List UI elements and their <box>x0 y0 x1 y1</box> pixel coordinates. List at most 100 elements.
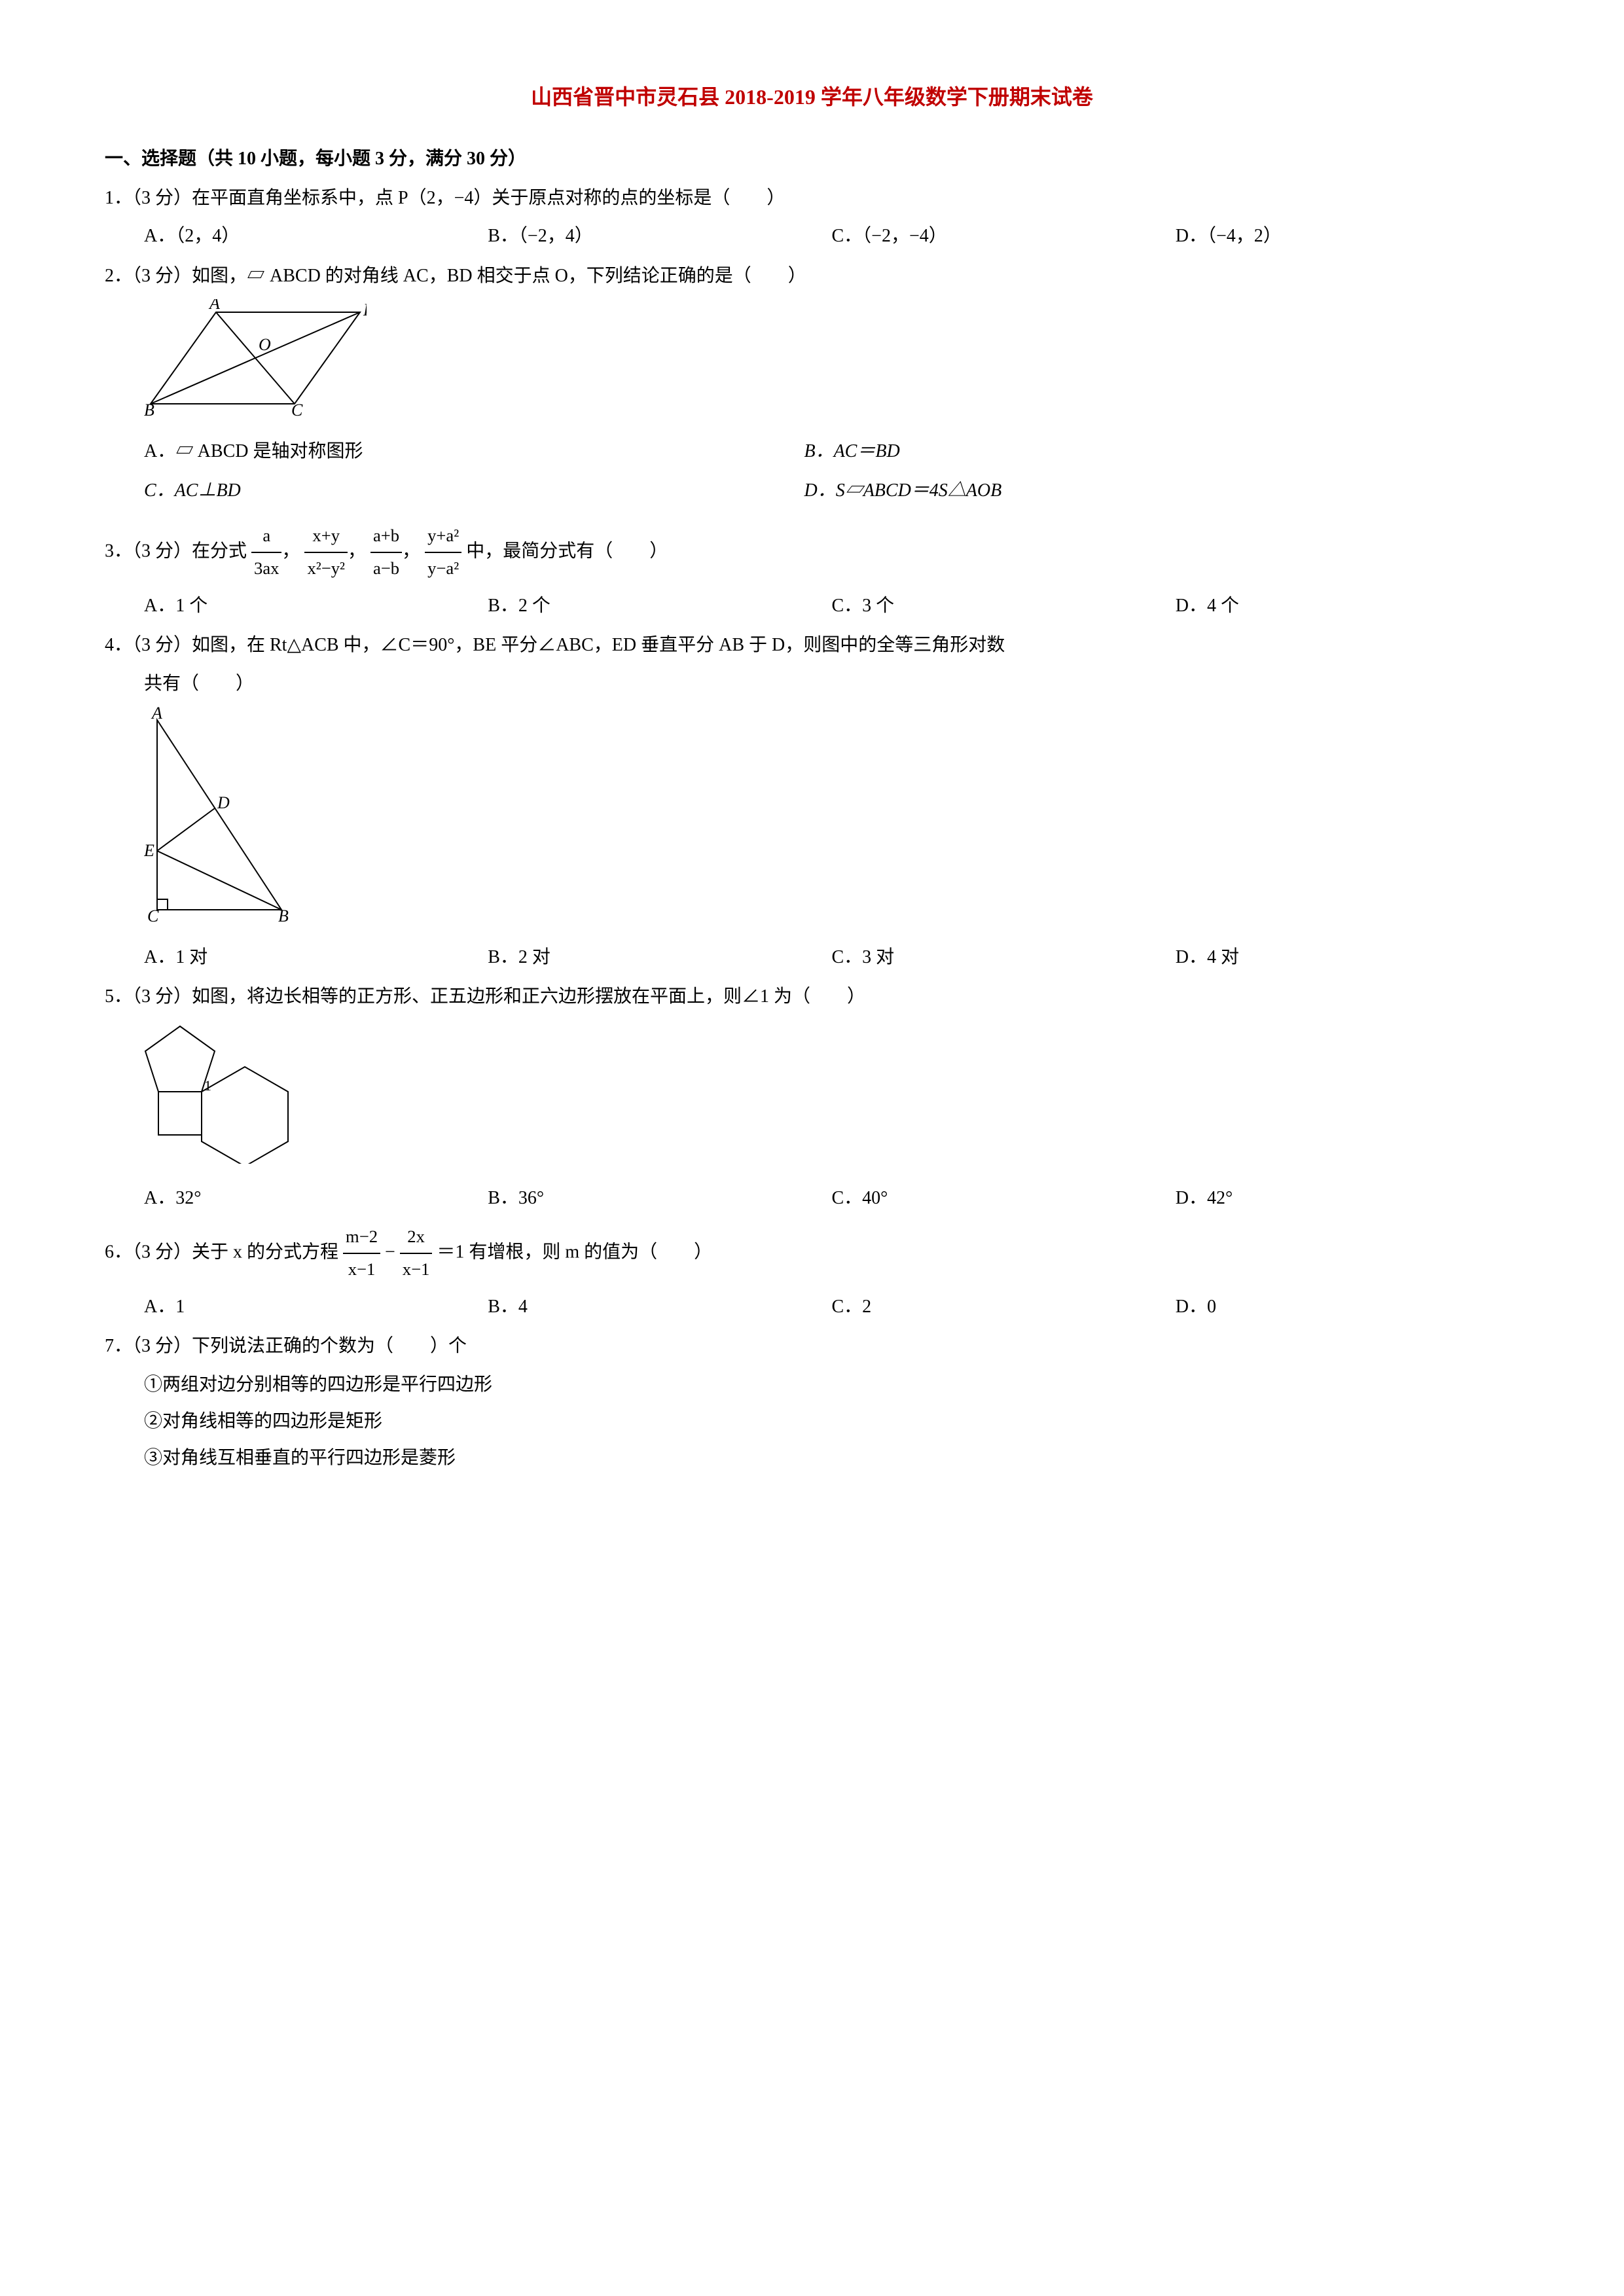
label-e: E <box>144 841 154 860</box>
q3-f4-num: y+a² <box>425 520 461 553</box>
q1-options: A．（2，4） B．（−2，4） C．（−2，−4） D．（−4，2） <box>105 220 1519 253</box>
q7-stmt3: ③对角线互相垂直的平行四边形是菱形 <box>105 1442 1519 1475</box>
q4-opt-c: C．3 对 <box>832 941 1176 974</box>
q1-stem: 1．（3 分）在平面直角坐标系中，点 P（2，−4）关于原点对称的点的坐标是（ … <box>105 188 785 208</box>
q2-opt-c: C．AC⊥BD <box>144 475 804 507</box>
q6-text: 6．（3 分）关于 x 的分式方程 m−2x−1 − 2xx−1 ＝1 有增根，… <box>105 1221 1519 1285</box>
q5-opt-d: D．42° <box>1176 1182 1519 1215</box>
q3-opt-b: B．2 个 <box>488 590 831 622</box>
q6-mid: − <box>385 1242 400 1262</box>
q6-options: A．1 B．4 C．2 D．0 <box>105 1291 1519 1323</box>
label-o: O <box>259 335 271 354</box>
q3-f2-den: x²−y² <box>304 553 348 584</box>
q5-options: A．32° B．36° C．40° D．42° <box>105 1182 1519 1215</box>
q3-lead: 3．（3 分）在分式 <box>105 541 247 562</box>
q2-figure: A D B C O <box>144 299 1519 428</box>
q3-frac2: x+yx²−y² <box>304 520 348 584</box>
q3-frac1: a3ax <box>251 520 281 584</box>
q6-opt-a: A．1 <box>144 1291 488 1323</box>
q3-opt-d: D．4 个 <box>1176 590 1519 622</box>
q2-opt-a: A．▱ ABCD 是轴对称图形 <box>144 435 804 468</box>
q2-options: A．▱ ABCD 是轴对称图形 B．AC＝BD C．AC⊥BD D．S▱ABCD… <box>105 435 1519 514</box>
label-b: B <box>144 401 154 417</box>
diag-ac <box>216 312 295 404</box>
q4-figure: A E C B D <box>144 707 1519 934</box>
q1-opt-b: B．（−2，4） <box>488 220 831 253</box>
section-1-header: 一、选择题（共 10 小题，每小题 3 分，满分 30 分） <box>105 143 1519 175</box>
title-prefix: 山西省晋中市灵石县 <box>531 85 725 109</box>
q3-f1-den: 3ax <box>251 553 281 584</box>
q2-opt-c-text: C．AC⊥BD <box>144 480 241 501</box>
q6-opt-d: D．0 <box>1176 1291 1519 1323</box>
q6-opt-c: C．2 <box>832 1291 1176 1323</box>
q1-opt-a: A．（2，4） <box>144 220 488 253</box>
angle-1-label: 1 <box>204 1077 211 1094</box>
label-d: D <box>217 793 230 812</box>
q5-polygons-svg: 1 <box>144 1020 340 1164</box>
q6-frac1: m−2x−1 <box>343 1221 380 1285</box>
q3-options: A．1 个 B．2 个 C．3 个 D．4 个 <box>105 590 1519 622</box>
question-6: 6．（3 分）关于 x 的分式方程 m−2x−1 − 2xx−1 ＝1 有增根，… <box>105 1221 1519 1323</box>
label-c: C <box>291 401 303 417</box>
square <box>158 1092 202 1135</box>
q3-text: 3．（3 分）在分式 a3ax， x+yx²−y²， a+ba−b， y+a²y… <box>105 520 1519 584</box>
label-a: A <box>208 299 220 313</box>
q1-opt-c: C．（−2，−4） <box>832 220 1176 253</box>
q3-f2-num: x+y <box>304 520 348 553</box>
page-title: 山西省晋中市灵石县 2018-2019 学年八年级数学下册期末试卷 <box>105 79 1519 117</box>
q7-text: 7．（3 分）下列说法正确的个数为（ ）个 <box>105 1330 1519 1363</box>
q2-opt-b-text: B．AC＝BD <box>804 441 899 461</box>
question-4: 4．（3 分）如图，在 Rt△ACB 中，∠C＝90°，BE 平分∠ABC，ED… <box>105 629 1519 974</box>
q4-text2: 共有（ ） <box>105 668 1519 700</box>
right-angle-mark <box>157 899 168 910</box>
label-d: D <box>363 300 367 319</box>
q6-f1-den: x−1 <box>343 1254 380 1285</box>
q2-opt-a-text: A．▱ ABCD 是轴对称图形 <box>144 441 363 461</box>
triangle-acb <box>157 720 281 910</box>
label-b: B <box>278 906 289 923</box>
line-ed <box>157 808 215 851</box>
q2-opt-d: D．S▱ABCD＝4S△AOB <box>804 475 1464 507</box>
q3-f4-den: y−a² <box>425 553 461 584</box>
q6-f2-num: 2x <box>400 1221 433 1254</box>
q3-opt-a: A．1 个 <box>144 590 488 622</box>
q3-f3-num: a+b <box>370 520 402 553</box>
q3-frac3: a+ba−b <box>370 520 402 584</box>
q3-f3-den: a−b <box>370 553 402 584</box>
q3-f1-num: a <box>251 520 281 553</box>
label-c: C <box>147 906 159 923</box>
q6-f2-den: x−1 <box>400 1254 433 1285</box>
q5-figure: 1 <box>144 1020 1519 1175</box>
q4-options: A．1 对 B．2 对 C．3 对 D．4 对 <box>105 941 1519 974</box>
question-2: 2．（3 分）如图，▱ ABCD 的对角线 AC，BD 相交于点 O，下列结论正… <box>105 260 1519 514</box>
title-year: 2018-2019 <box>725 85 816 109</box>
question-7: 7．（3 分）下列说法正确的个数为（ ）个 ①两组对边分别相等的四边形是平行四边… <box>105 1330 1519 1475</box>
title-suffix: 学年八年级数学下册期末试卷 <box>816 85 1093 109</box>
q7-stmt1: ①两组对边分别相等的四边形是平行四边形 <box>105 1369 1519 1401</box>
q3-tail: 中，最简分式有（ ） <box>466 541 668 562</box>
q7-stmt2: ②对角线相等的四边形是矩形 <box>105 1405 1519 1438</box>
q4-triangle-svg: A E C B D <box>144 707 295 923</box>
q6-opt-b: B．4 <box>488 1291 831 1323</box>
q6-lead: 6．（3 分）关于 x 的分式方程 <box>105 1242 338 1262</box>
q6-tail: ＝1 有增根，则 m 的值为（ ） <box>437 1242 712 1262</box>
q1-opt-d: D．（−4，2） <box>1176 220 1519 253</box>
q1-text: 1．（3 分）在平面直角坐标系中，点 P（2，−4）关于原点对称的点的坐标是（ … <box>105 182 1519 215</box>
q2-parallelogram-svg: A D B C O <box>144 299 367 417</box>
q5-text: 5．（3 分）如图，将边长相等的正方形、正五边形和正六边形摆放在平面上，则∠1 … <box>105 980 1519 1013</box>
hexagon <box>202 1067 288 1164</box>
label-a: A <box>151 707 162 723</box>
question-1: 1．（3 分）在平面直角坐标系中，点 P（2，−4）关于原点对称的点的坐标是（ … <box>105 182 1519 253</box>
q3-opt-c: C．3 个 <box>832 590 1176 622</box>
q5-opt-b: B．36° <box>488 1182 831 1215</box>
question-3: 3．（3 分）在分式 a3ax， x+yx²−y²， a+ba−b， y+a²y… <box>105 520 1519 622</box>
q2-opt-d-text: D．S▱ABCD＝4S△AOB <box>804 480 1001 501</box>
q4-opt-b: B．2 对 <box>488 941 831 974</box>
q2-text: 2．（3 分）如图，▱ ABCD 的对角线 AC，BD 相交于点 O，下列结论正… <box>105 260 1519 293</box>
q4-opt-d: D．4 对 <box>1176 941 1519 974</box>
q6-f1-num: m−2 <box>343 1221 380 1254</box>
question-5: 5．（3 分）如图，将边长相等的正方形、正五边形和正六边形摆放在平面上，则∠1 … <box>105 980 1519 1215</box>
q5-opt-c: C．40° <box>832 1182 1176 1215</box>
q4-text: 4．（3 分）如图，在 Rt△ACB 中，∠C＝90°，BE 平分∠ABC，ED… <box>105 629 1519 662</box>
q3-frac4: y+a²y−a² <box>425 520 461 584</box>
